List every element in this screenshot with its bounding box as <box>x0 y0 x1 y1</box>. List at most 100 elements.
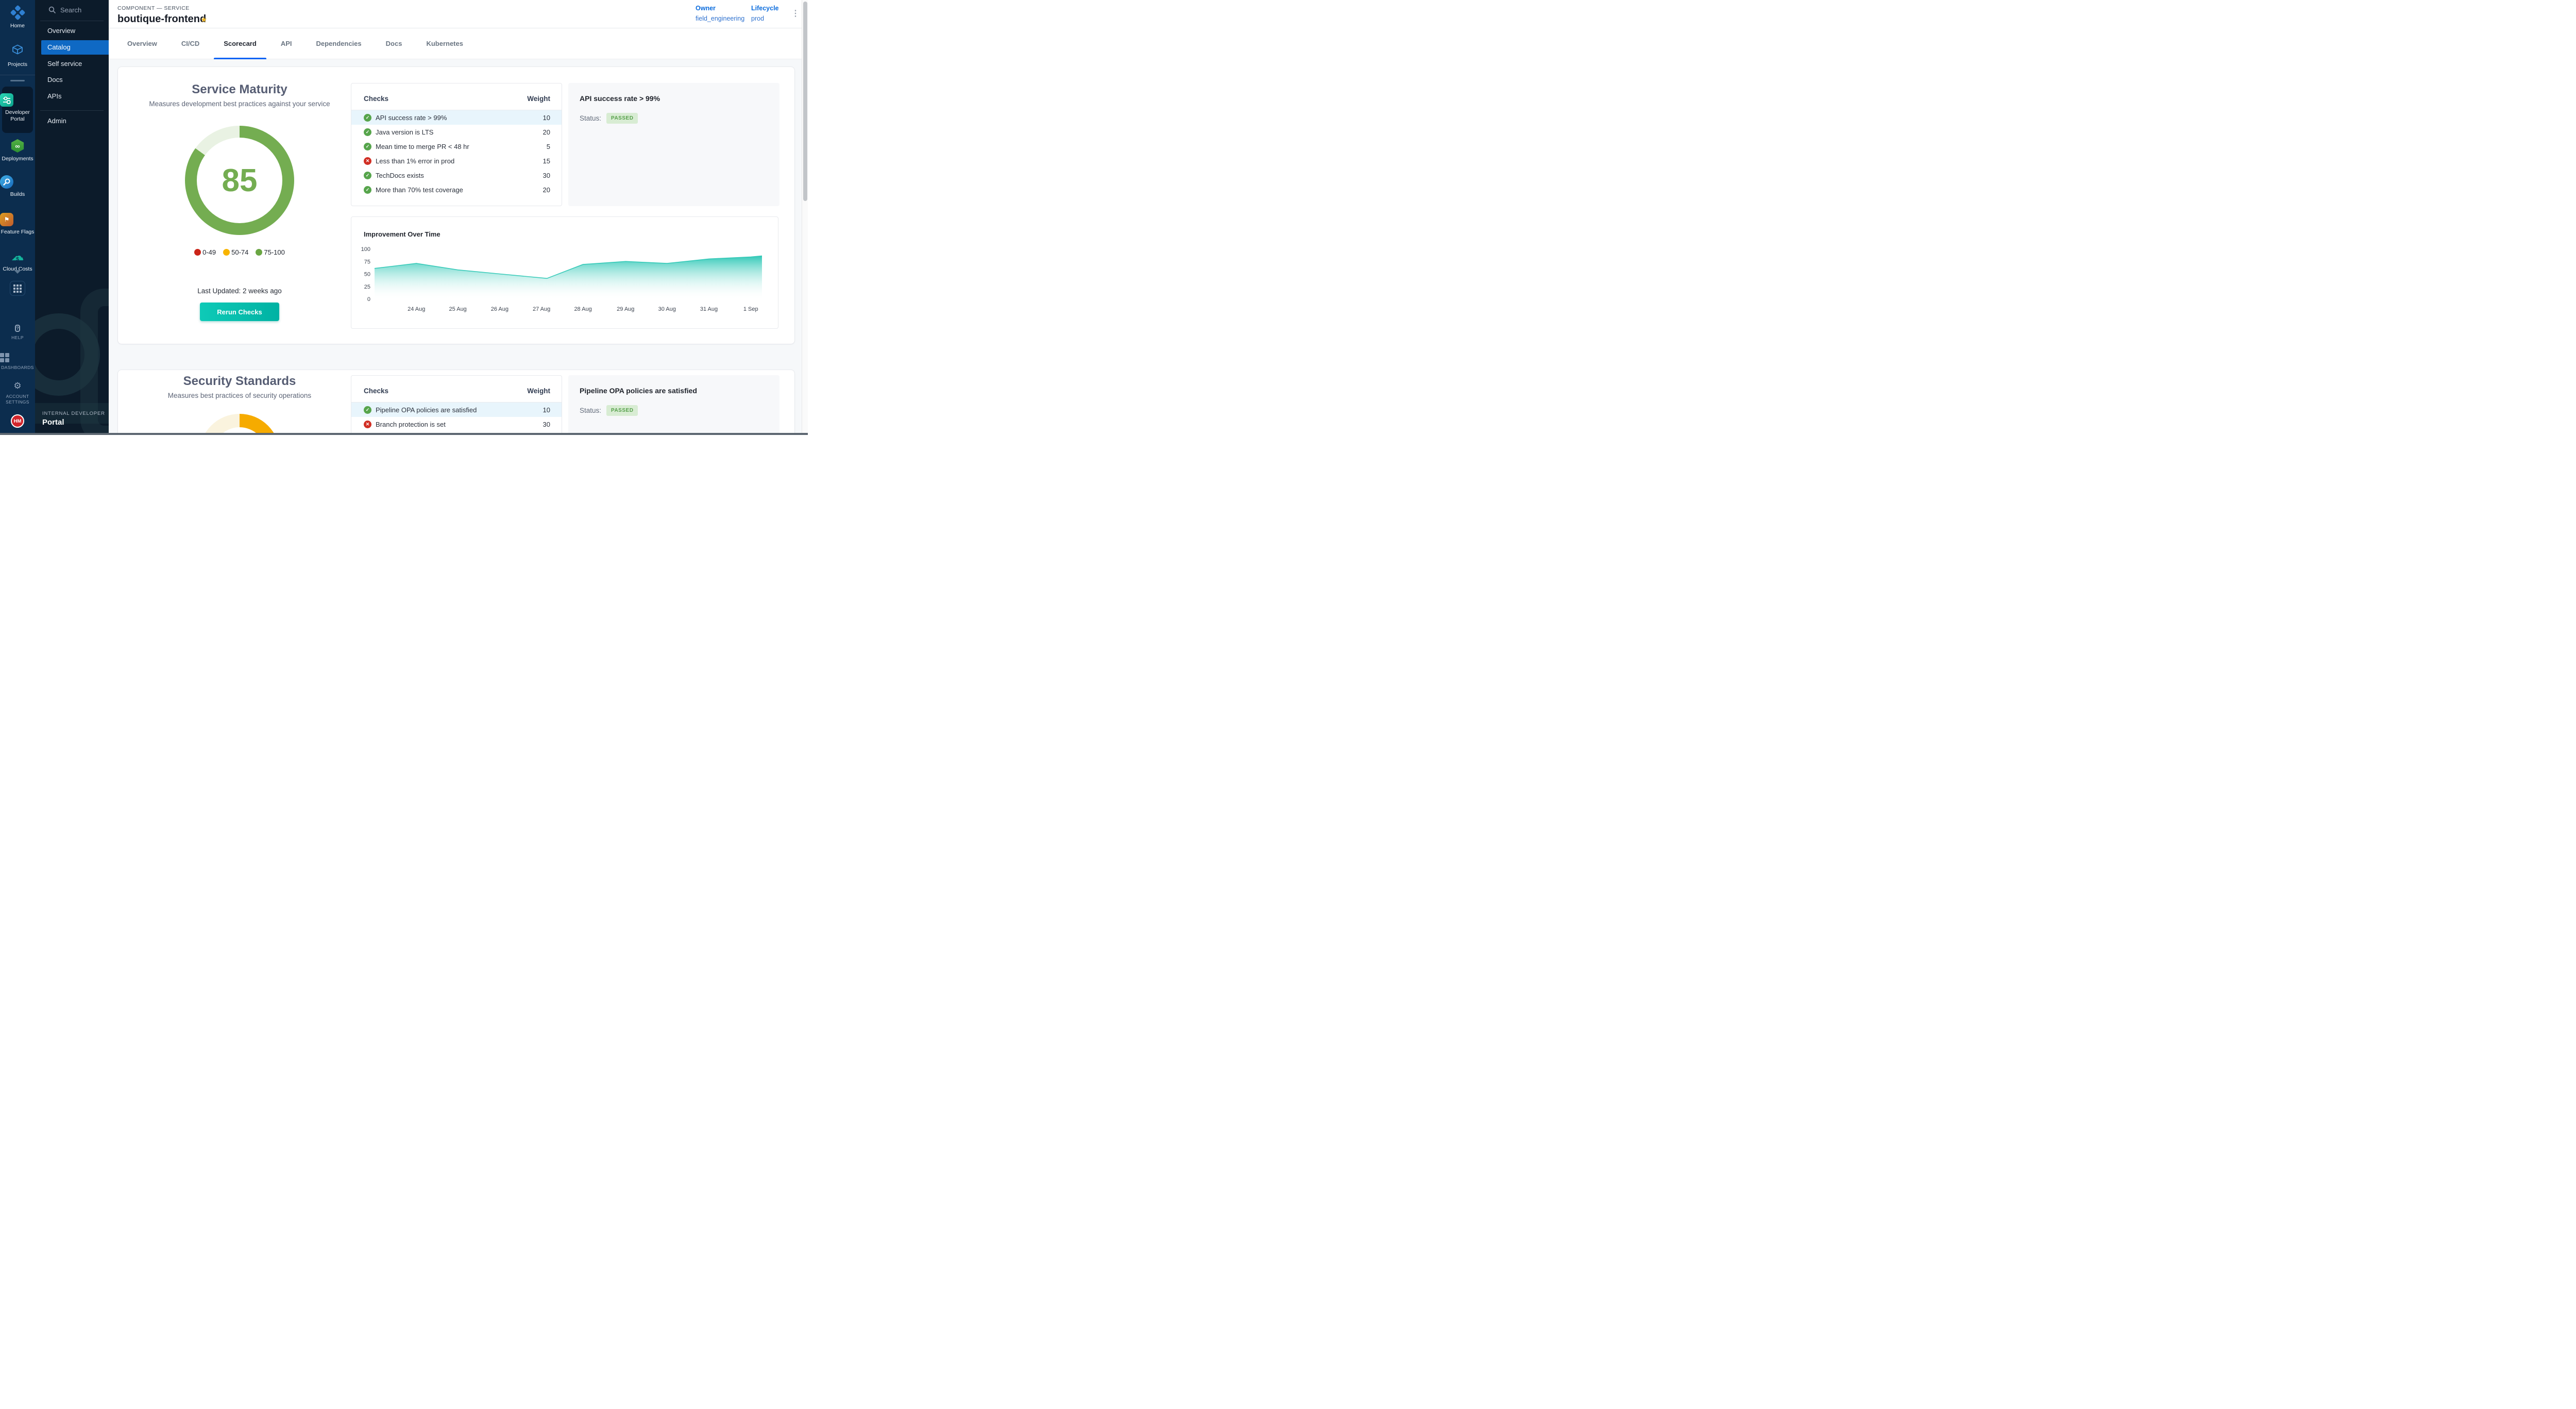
sidebar-item-label: Cloud Costs <box>3 266 32 272</box>
tab-kubernetes[interactable]: Kubernetes <box>426 40 463 47</box>
grid-icon <box>13 284 22 293</box>
cloud-costs-icon: ☁ $ <box>11 249 24 263</box>
nav-sidebar: Search Overview Catalog Self service Doc… <box>35 0 109 435</box>
nav-divider <box>40 110 104 111</box>
weight-column-header: Weight <box>527 95 550 103</box>
check-row[interactable]: ✓ More than 70% test coverage 20 <box>351 182 562 197</box>
sidebar-item-builds[interactable]: Builds <box>0 175 35 198</box>
checks-table: Checks Weight ✓ API success rate > 99% 1… <box>351 83 562 206</box>
svg-text:100: 100 <box>361 246 370 253</box>
portal-branding: INTERNAL DEVELOPER Portal <box>42 411 105 427</box>
tab-scorecard[interactable]: Scorecard <box>214 28 266 59</box>
sidebar-collapse-handle[interactable] <box>10 80 25 81</box>
check-passed-icon: ✓ <box>364 406 371 414</box>
search-placeholder: Search <box>60 6 82 14</box>
dashboards-icon <box>0 353 35 362</box>
tab-overview[interactable]: Overview <box>127 40 157 47</box>
checks-column-header: Checks <box>364 95 389 103</box>
nav-item-catalog[interactable]: Catalog <box>41 40 109 55</box>
security-standards-card: Security Standards Measures best practic… <box>117 370 795 435</box>
check-row[interactable]: ✕ Less than 1% error in prod 15 <box>351 154 562 168</box>
sidebar-item-deployments[interactable]: ∞ Deployments <box>0 139 35 162</box>
nav-item-docs[interactable]: Docs <box>47 76 63 83</box>
sidebar-item-developer-portal[interactable]: Developer Portal <box>0 93 35 123</box>
status-badge: PASSED <box>606 405 638 416</box>
sidebar-item-home[interactable]: Home <box>0 5 35 29</box>
search-input[interactable]: Search <box>35 3 109 16</box>
detail-title: Pipeline OPA policies are satisfied <box>580 387 697 395</box>
sidebar-item-help[interactable]: ? HELP <box>0 323 35 341</box>
horizontal-scrollbar[interactable] <box>0 433 808 435</box>
svg-text:29 Aug: 29 Aug <box>617 306 634 312</box>
sidebar-item-label: Home <box>10 22 25 29</box>
checks-table: Checks Weight ✓ Pipeline OPA policies ar… <box>351 375 562 435</box>
svg-text:75: 75 <box>364 259 370 265</box>
detail-title: API success rate > 99% <box>580 94 660 103</box>
rerun-checks-button[interactable]: Rerun Checks <box>200 303 279 321</box>
svg-text:25 Aug: 25 Aug <box>449 306 467 312</box>
check-row[interactable]: ✓ Pipeline OPA policies are satisfied 10 <box>351 402 562 417</box>
sidebar-item-projects[interactable]: Projects <box>0 42 35 68</box>
decorative-band <box>35 403 109 424</box>
sidebar-item-cloud-costs[interactable]: ☁ $ Cloud Costs <box>0 249 35 273</box>
module-selector-button[interactable] <box>10 281 25 296</box>
sidebar-item-account-settings[interactable]: ⚙ ACCOUNT SETTINGS <box>0 381 35 405</box>
user-avatar[interactable]: HM <box>0 414 35 428</box>
breadcrumb: COMPONENT — SERVICE <box>117 5 190 11</box>
sidebar-item-feature-flags[interactable]: ⚑ Feature Flags <box>0 213 35 236</box>
tab-dependencies[interactable]: Dependencies <box>316 40 362 47</box>
check-failed-icon: ✕ <box>364 420 371 428</box>
page-title: boutique-frontend <box>117 13 207 25</box>
owner-meta[interactable]: Owner field_engineering <box>696 5 744 22</box>
tab-cicd[interactable]: CI/CD <box>181 40 200 47</box>
score-value: 85 <box>222 162 258 198</box>
scorecard-content: Service Maturity Measures development be… <box>109 59 802 435</box>
legend-item-red: 0-49 <box>194 248 216 256</box>
entity-tabs: Overview CI/CD Scorecard API Dependencie… <box>109 28 802 59</box>
check-row[interactable]: ✓ API success rate > 99% 10 <box>351 110 562 125</box>
check-row[interactable]: ✕ Branch protection is set 30 <box>351 417 562 431</box>
vertical-scrollbar-thumb[interactable] <box>803 2 807 201</box>
nav-item-admin[interactable]: Admin <box>47 117 66 125</box>
tab-api[interactable]: API <box>280 40 292 47</box>
sidebar-item-label: Developer Portal <box>5 109 30 123</box>
check-passed-icon: ✓ <box>364 128 371 136</box>
scorecard-title: Security Standards <box>183 374 296 388</box>
check-row[interactable]: ✓ Java version is LTS 20 <box>351 125 562 139</box>
legend-dot-green <box>256 249 263 256</box>
last-updated-text: Last Updated: 2 weeks ago <box>197 287 282 295</box>
sidebar-item-label: Feature Flags <box>1 229 35 235</box>
deployments-icon: ∞ <box>10 139 25 153</box>
builds-icon <box>0 175 13 189</box>
check-row[interactable]: ✓ TechDocs exists 30 <box>351 168 562 182</box>
projects-cube-icon <box>10 42 25 57</box>
sidebar-item-dashboards[interactable]: DASHBOARDS <box>0 353 35 371</box>
favorite-star-icon[interactable]: ★ <box>200 15 208 24</box>
scorecard-title: Service Maturity <box>192 82 287 96</box>
improvement-area-chart: 0 25 50 75 100 24 Aug 25 Aug 26 Aug 27 Aug 28 Aug… <box>361 246 762 312</box>
tab-docs[interactable]: Docs <box>385 40 402 47</box>
check-row[interactable]: ✓ Mean time to merge PR < 48 hr 5 <box>351 139 562 154</box>
checks-table-header: Checks Weight <box>351 83 562 110</box>
module-sidebar: Home Projects Developer Portal ∞ Deploym… <box>0 0 35 435</box>
check-passed-icon: ✓ <box>364 171 371 179</box>
svg-text:31 Aug: 31 Aug <box>700 306 718 312</box>
svg-text:26 Aug: 26 Aug <box>491 306 509 312</box>
owner-value[interactable]: field_engineering <box>696 15 745 22</box>
legend-item-amber: 50-74 <box>223 248 248 256</box>
scorecard-subtitle: Measures development best practices agai… <box>149 100 330 108</box>
nav-item-self-service[interactable]: Self service <box>47 60 82 68</box>
entity-header: COMPONENT — SERVICE boutique-frontend ★ … <box>109 0 802 28</box>
nav-item-overview[interactable]: Overview <box>47 27 76 35</box>
nav-item-apis[interactable]: APIs <box>47 92 62 100</box>
status-label: Status: <box>580 114 602 122</box>
service-maturity-card: Service Maturity Measures development be… <box>117 66 795 344</box>
developer-portal-icon <box>0 93 13 107</box>
help-chat-icon: ? <box>15 325 20 332</box>
check-passed-icon: ✓ <box>364 186 371 194</box>
kebab-menu-icon[interactable]: ⋮ <box>791 9 800 18</box>
gear-icon: ⚙ <box>13 381 22 391</box>
vertical-scrollbar[interactable] <box>802 0 808 435</box>
score-gauge <box>185 126 294 235</box>
legend-dot-red <box>194 249 201 256</box>
